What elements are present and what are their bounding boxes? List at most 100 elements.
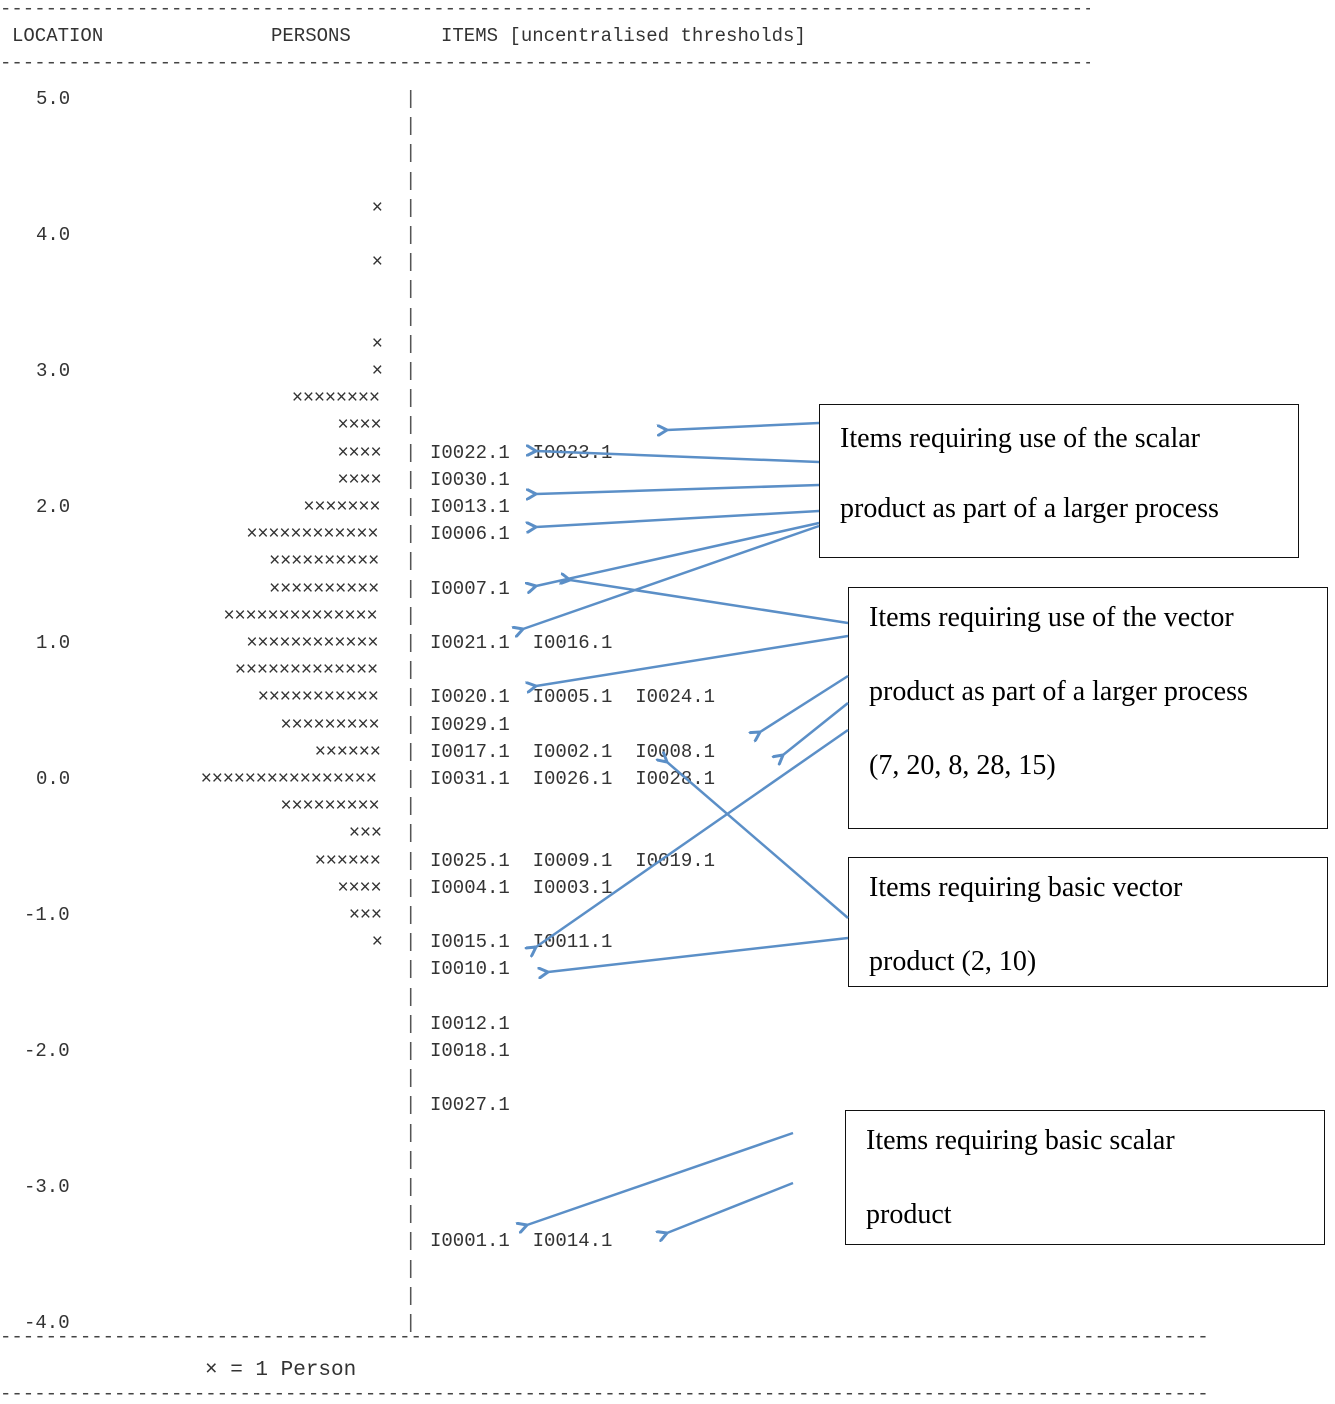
item-thresholds: I0021.1 I0016.1 <box>430 632 613 654</box>
arrow-to-I0022 <box>536 451 820 464</box>
axis-bar: | <box>405 1312 417 1334</box>
axis-bar: | <box>405 142 417 165</box>
header-bottom-rule: ----------------------------------------… <box>0 54 1090 73</box>
legend-text: × = 1 Person <box>205 1359 357 1382</box>
item-thresholds: I0025.1 I0009.1 I0019.1 <box>430 849 716 872</box>
axis-bar: | <box>405 1067 417 1090</box>
callout-basic-vector: Items requiring basic vector product (2,… <box>848 857 1328 987</box>
item-thresholds: I0020.1 I0005.1 I0024.1 <box>430 686 716 709</box>
axis-bar: | <box>405 115 417 138</box>
callout-line: Items requiring use of the scalar <box>840 423 1200 454</box>
person-marks: × <box>371 360 383 382</box>
axis-bar: | <box>405 904 417 926</box>
person-marks: ×××××××××× <box>269 550 380 573</box>
axis-bar: | <box>405 604 417 627</box>
arrow-to-I0002 <box>667 762 849 919</box>
y-tick-label: 2.0 <box>36 496 71 518</box>
callout-line: product as part of a larger process <box>840 493 1219 524</box>
arrow-to-I0007-from-vector <box>570 580 849 625</box>
axis-bar: | <box>405 414 417 437</box>
arrow-to-I0023 <box>667 421 820 430</box>
header-top-rule: ----------------------------------------… <box>0 0 1090 19</box>
person-marks: ××××××××× <box>280 795 380 818</box>
person-marks: ×××××××××× <box>269 577 380 600</box>
arrow-to-I0008 <box>760 674 849 732</box>
person-marks: ×××××××× <box>291 387 380 410</box>
axis-bar: | <box>405 686 417 709</box>
person-marks: ××××××××× <box>280 713 380 736</box>
axis-bar: | <box>405 278 417 301</box>
footer-top-rule: ----------------------------------------… <box>0 1328 1208 1347</box>
person-marks: × <box>371 332 383 355</box>
location-column-header: LOCATION <box>12 25 104 47</box>
axis-bar: | <box>405 849 417 872</box>
item-thresholds: I0027.1 <box>430 1094 510 1117</box>
axis-bar: | <box>405 931 417 954</box>
axis-bar: | <box>405 1121 417 1144</box>
item-thresholds: I0031.1 I0026.1 I0028.1 <box>430 768 716 790</box>
axis-bar: | <box>405 822 417 845</box>
axis-bar: | <box>405 1284 417 1307</box>
item-thresholds: I0010.1 <box>430 958 510 981</box>
axis-bar: | <box>405 795 417 818</box>
axis-bar: | <box>405 88 417 110</box>
arrow-to-I0007-from-scalar <box>536 521 820 586</box>
item-thresholds: I0029.1 <box>430 713 510 736</box>
callout-vector-larger-process: Items requiring use of the vector produc… <box>848 587 1328 829</box>
item-thresholds: I0018.1 <box>430 1040 510 1062</box>
arrow-to-I0013 <box>536 483 820 494</box>
callout-line: product as part of a larger process <box>869 676 1248 707</box>
axis-bar: | <box>405 251 417 274</box>
item-thresholds: I0013.1 <box>430 496 510 518</box>
footer-bottom-rule: ----------------------------------------… <box>0 1385 1208 1404</box>
item-thresholds: I0007.1 <box>430 577 510 600</box>
callout-line: (7, 20, 8, 28, 15) <box>869 750 1056 781</box>
axis-bar: | <box>405 740 417 763</box>
axis-bar: | <box>405 305 417 328</box>
arrow-to-I0020 <box>536 634 849 686</box>
callout-line: product (2, 10) <box>869 946 1037 977</box>
person-marks: × <box>371 931 383 954</box>
axis-bar: | <box>405 1094 417 1117</box>
y-tick-label: 0.0 <box>36 768 71 790</box>
person-marks: ×××××××××××××× <box>223 604 378 627</box>
axis-bar: | <box>405 1203 417 1226</box>
person-marks: ×××××× <box>314 740 381 763</box>
person-marks: ×××× <box>337 876 382 899</box>
item-thresholds: I0030.1 <box>430 468 510 491</box>
axis-bar: | <box>405 958 417 981</box>
axis-bar: | <box>405 169 417 192</box>
arrow-to-I0028 <box>783 702 849 755</box>
item-thresholds: I0001.1 I0014.1 <box>430 1230 613 1253</box>
person-marks: ×××××× <box>314 849 381 872</box>
axis-bar: | <box>405 1230 417 1253</box>
item-thresholds: I0017.1 I0002.1 I0008.1 <box>430 740 716 763</box>
y-tick-label: -4.0 <box>24 1312 70 1334</box>
axis-bar: | <box>405 1012 417 1035</box>
person-marks: ××××××××××× <box>257 686 379 709</box>
person-marks: × <box>371 196 383 219</box>
y-tick-label: 1.0 <box>36 632 71 654</box>
axis-bar: | <box>405 713 417 736</box>
axis-bar: | <box>405 550 417 573</box>
person-marks: ××××××××××××× <box>234 659 378 682</box>
person-marks: × <box>371 251 383 274</box>
callout-scalar-larger-process: Items requiring use of the scalar produc… <box>819 404 1299 558</box>
arrow-to-I0021 <box>523 524 820 629</box>
axis-bar: | <box>405 332 417 355</box>
arrow-to-I0010 <box>548 936 849 972</box>
person-marks: ××××××× <box>303 496 381 518</box>
y-tick-label: -2.0 <box>24 1040 70 1062</box>
axis-bar: | <box>405 1257 417 1280</box>
axis-bar: | <box>405 441 417 464</box>
item-thresholds: I0006.1 <box>430 523 510 546</box>
y-tick-label: -3.0 <box>24 1176 70 1198</box>
axis-bar: | <box>405 523 417 546</box>
person-marks: ××× <box>348 904 382 926</box>
y-tick-label: 5.0 <box>36 88 71 110</box>
y-tick-label: 3.0 <box>36 360 71 382</box>
person-marks: ×××× <box>337 414 382 437</box>
person-marks: ××× <box>348 822 382 845</box>
arrow-to-I0014 <box>667 1181 794 1233</box>
